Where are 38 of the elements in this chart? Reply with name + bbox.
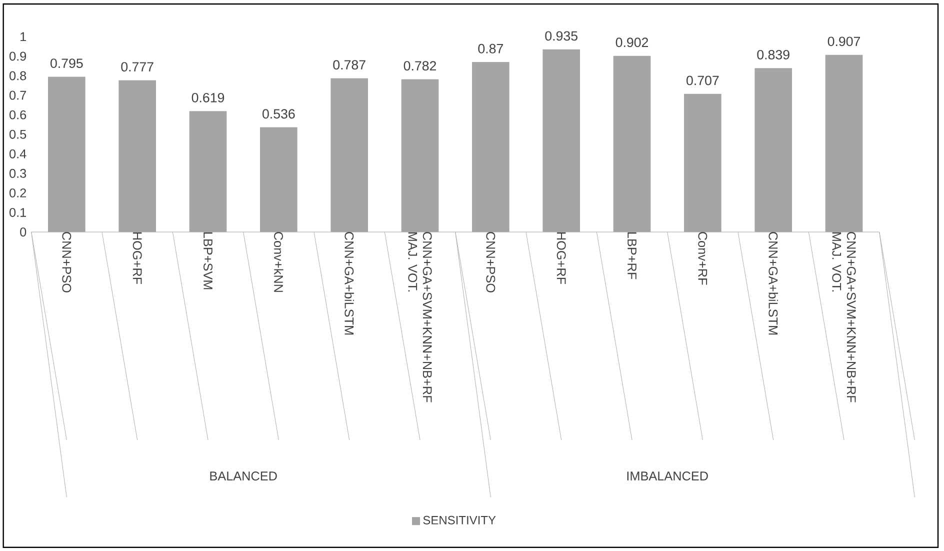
- x-tick-label: CNN+GA+SVM+KNN+NB+RF MAJ. VOT.: [408, 232, 432, 402]
- text: BALANCED: [210, 472, 277, 481]
- data-label: 0.839: [757, 50, 790, 60]
- data-label: 0.536: [262, 109, 295, 119]
- x-tick-label: HOG+RF: [556, 232, 566, 284]
- data-label: 0.935: [545, 31, 578, 41]
- data-label: 0.902: [616, 38, 648, 48]
- y-tick-label: 0: [20, 228, 26, 237]
- data-label: 0.787: [333, 60, 366, 70]
- x-tick-label: CNN+GA+SVM+KNN+NB+RF MAJ. VOT.: [832, 232, 856, 402]
- x-tick-label: CNN+GA+biLSTM: [768, 232, 778, 335]
- y-tick-label: 0.4: [10, 150, 26, 159]
- data-label: 0.782: [404, 61, 436, 71]
- y-tick-label: 0.9: [10, 52, 26, 61]
- x-tick-label: CNN+PSO: [486, 232, 496, 293]
- y-tick-label: 0.6: [10, 110, 26, 120]
- data-label: 0.907: [828, 36, 860, 46]
- y-tick-label: 0.5: [10, 130, 26, 139]
- legend-label: SENSITIVITY: [423, 516, 496, 525]
- data-label: 0.707: [686, 76, 719, 86]
- x-tick-label: LBP+SVM: [204, 232, 212, 290]
- x-tick-label: CNN+GA+biLSTM: [344, 232, 354, 335]
- x-tick-label: Conv+kNN: [274, 232, 284, 292]
- y-tick-label: 0.3: [10, 169, 26, 178]
- x-tick-label: CNN+PSO: [62, 232, 72, 293]
- data-label: 0.619: [192, 93, 224, 103]
- y-tick-label: 1: [20, 32, 26, 42]
- y-tick-label: 0.2: [10, 188, 26, 198]
- y-tick-label: 0.8: [10, 71, 26, 80]
- y-tick-label: 0.7: [10, 90, 26, 100]
- x-tick-label: Conv+RF: [698, 232, 708, 285]
- y-tick-label: 0.1: [10, 208, 26, 218]
- x-tick-label: LBP+RF: [628, 232, 636, 280]
- data-label: 0.777: [121, 62, 154, 72]
- text: IMBALANCED: [627, 472, 708, 481]
- x-tick-label: HOG+RF: [132, 232, 142, 284]
- data-label: 0.87: [478, 44, 503, 54]
- data-label: 0.795: [50, 58, 83, 68]
